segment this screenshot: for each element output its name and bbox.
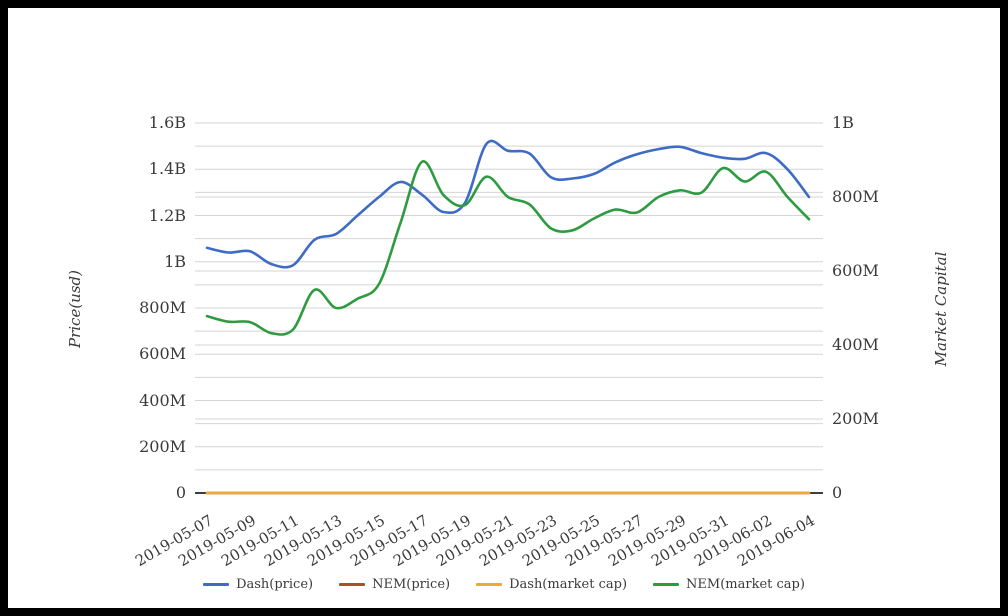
y-axis-left-tick-label: 1.4B <box>148 159 186 178</box>
legend-item-nem-market-cap[interactable]: NEM(market cap) <box>653 577 805 592</box>
y-axis-right-tick-label: 0 <box>832 483 843 502</box>
legend-line-swatch-icon <box>339 582 366 586</box>
y-axis-left-tick-label: 800M <box>139 298 186 317</box>
y-axis-left-tick-label: 1.2B <box>148 206 186 225</box>
plot-area[interactable] <box>195 123 823 493</box>
y-axis-left-tick-label: 1.6B <box>148 113 186 132</box>
y-axis-right-tick-label: 200M <box>832 409 879 428</box>
y-axis-right-title: Market Capital <box>932 251 950 367</box>
legend-label: NEM(market cap) <box>686 576 805 592</box>
legend-line-swatch-icon <box>653 582 680 586</box>
y-axis-right-tick-label: 400M <box>832 335 879 354</box>
series-line-nem-market-cap <box>205 160 811 336</box>
chart-legend: Dash(price) NEM(price) Dash(market cap) NEM… <box>0 574 1008 594</box>
legend-item-nem-price[interactable]: NEM(price) <box>339 577 450 592</box>
y-axis-left-tick-label: 1B <box>164 252 186 271</box>
legend-item-dash-price[interactable]: Dash(price) <box>203 577 313 592</box>
y-axis-right-tick-label: 600M <box>832 261 879 280</box>
y-axis-right-tick-label: 800M <box>832 187 879 206</box>
legend-line-swatch-icon <box>203 582 230 586</box>
y-axis-left-tick-label: 0 <box>175 483 186 502</box>
y-axis-left-title: Price(usd) <box>66 269 84 349</box>
y-axis-left-tick-label: 200M <box>139 437 186 456</box>
y-axis-left-tick-label: 400M <box>139 391 186 410</box>
legend-label: Dash(price) <box>236 576 314 592</box>
y-axis-right-tick-label: 1B <box>832 113 854 132</box>
series-line-dash-price <box>205 139 811 269</box>
legend-label: Dash(market cap) <box>509 576 628 592</box>
legend-label: NEM(price) <box>372 576 451 592</box>
legend-item-dash-market-cap[interactable]: Dash(market cap) <box>476 577 627 592</box>
y-axis-left-tick-label: 600M <box>139 344 186 363</box>
legend-line-swatch-icon <box>476 582 503 586</box>
